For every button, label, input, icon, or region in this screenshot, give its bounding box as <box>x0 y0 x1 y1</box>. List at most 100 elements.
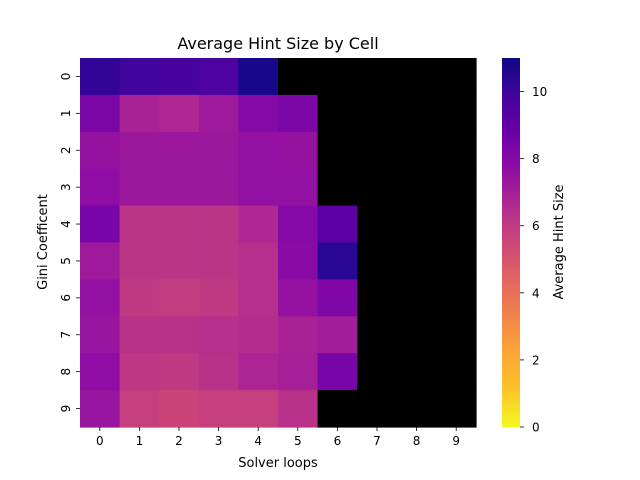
heatmap-cell <box>198 168 239 207</box>
heatmap-cell <box>238 58 279 96</box>
x-tick-label: 4 <box>254 434 262 448</box>
heatmap-cell <box>198 316 239 354</box>
y-axis-label: Gini Coefficent <box>36 194 51 290</box>
heatmap-cell <box>396 390 437 428</box>
heatmap-cell <box>357 58 398 96</box>
heatmap-cell <box>238 390 279 428</box>
heatmap-cell <box>119 131 160 170</box>
heatmap-cell <box>119 94 160 133</box>
heatmap-cell <box>80 58 121 96</box>
heatmap-cell <box>159 390 200 428</box>
heatmap-cell <box>119 279 160 317</box>
heatmap-cell <box>119 242 160 280</box>
heatmap-cell <box>317 94 358 133</box>
y-tick-label: 2 <box>59 146 73 154</box>
x-axis-label: Solver loops <box>238 456 318 471</box>
heatmap-cell <box>119 168 160 207</box>
x-tick-label: 5 <box>294 434 302 448</box>
heatmap-cell <box>80 205 121 244</box>
heatmap-cell <box>357 316 398 354</box>
heatmap-cell <box>80 131 121 170</box>
colorbar-tick-label: 2 <box>532 353 540 367</box>
heatmap-cell <box>396 316 437 354</box>
chart-title: Average Hint Size by Cell <box>177 34 378 53</box>
heatmap-cell <box>159 353 200 391</box>
heatmap-cell <box>238 279 279 317</box>
heatmap-cell <box>80 316 121 354</box>
heatmap-cell <box>317 390 358 428</box>
heatmap-cell <box>278 279 319 317</box>
heatmap-cell <box>357 168 398 207</box>
heatmap-cell <box>396 353 437 391</box>
heatmap-cell <box>317 58 358 96</box>
colorbar-ticks: 0 2 4 6 8 10 <box>520 85 547 435</box>
x-tick-label: 0 <box>96 434 104 448</box>
heatmap-cell <box>159 131 200 170</box>
heatmap-cell <box>317 316 358 354</box>
heatmap-cell <box>357 94 398 133</box>
heatmap-cell <box>278 58 319 96</box>
heatmap-cell <box>396 205 437 244</box>
y-tick-label: 4 <box>59 220 73 228</box>
colorbar-tick-label: 4 <box>532 286 540 300</box>
heatmap-cell <box>436 58 477 96</box>
heatmap-cell <box>278 316 319 354</box>
heatmap-cell <box>278 168 319 207</box>
heatmap-cell <box>436 168 477 207</box>
heatmap-cell <box>198 205 239 244</box>
heatmap-cell <box>238 205 279 244</box>
heatmap-cell <box>436 390 477 428</box>
heatmap-cell <box>80 94 121 133</box>
colorbar-tick-label: 6 <box>532 219 540 233</box>
heatmap-cell <box>278 353 319 391</box>
heatmap-cell <box>396 94 437 133</box>
heatmap-cell <box>396 131 437 170</box>
heatmap-cell <box>80 168 121 207</box>
heatmap-cell <box>159 168 200 207</box>
heatmap-cell <box>436 279 477 317</box>
y-tick-label: 8 <box>59 368 73 376</box>
heatmap-cell <box>357 242 398 280</box>
heatmap-cell <box>357 353 398 391</box>
heatmap-cell <box>198 131 239 170</box>
heatmap-cell <box>238 242 279 280</box>
y-tick-label: 9 <box>59 405 73 413</box>
heatmap-cell <box>159 242 200 280</box>
heatmap-cell <box>198 94 239 133</box>
x-tick-label: 7 <box>373 434 381 448</box>
heatmap-cell <box>159 94 200 133</box>
heatmap-cell <box>119 58 160 96</box>
colorbar <box>502 58 520 427</box>
x-tick-label: 1 <box>136 434 144 448</box>
y-tick-label: 5 <box>59 257 73 265</box>
heatmap-cell <box>119 205 160 244</box>
heatmap-cell <box>80 242 121 280</box>
heatmap-cell <box>278 94 319 133</box>
heatmap-cell <box>119 353 160 391</box>
heatmap-cell <box>278 242 319 280</box>
colorbar-tick-label: 0 <box>532 421 540 435</box>
colorbar-label: Average Hint Size <box>552 184 567 299</box>
heatmap-cell <box>238 94 279 133</box>
heatmap-cell <box>317 131 358 170</box>
x-tick-label: 2 <box>175 434 183 448</box>
heatmap-cell <box>278 131 319 170</box>
colorbar-tick-label: 8 <box>532 152 540 166</box>
heatmap-cell <box>119 316 160 354</box>
heatmap-cell <box>317 205 358 244</box>
y-tick-label: 6 <box>59 294 73 302</box>
heatmap-cell <box>238 168 279 207</box>
y-axis-ticks: 0 1 2 3 4 5 6 7 8 9 <box>59 73 80 413</box>
heatmap-cell <box>80 353 121 391</box>
heatmap-cell <box>396 58 437 96</box>
heatmap-cell <box>238 131 279 170</box>
heatmap-cell <box>436 131 477 170</box>
y-tick-label: 0 <box>59 73 73 81</box>
heatmap-cell <box>436 94 477 133</box>
heatmap-cell <box>357 205 398 244</box>
heatmap-cell <box>198 58 239 96</box>
heatmap-cell <box>357 279 398 317</box>
heatmap-cell <box>80 390 121 428</box>
y-tick-label: 1 <box>59 110 73 118</box>
heatmap-cell <box>238 316 279 354</box>
